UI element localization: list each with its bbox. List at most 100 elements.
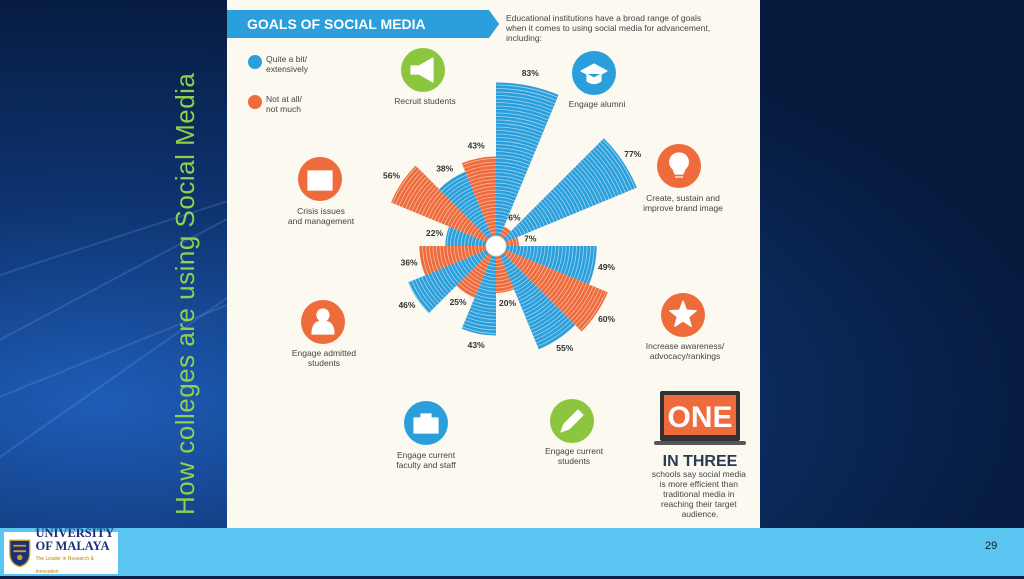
briefcase-icon [404, 401, 448, 445]
bar-stripe [487, 265, 497, 268]
bar-stripe [460, 218, 470, 232]
bar-stripe [594, 146, 626, 193]
bar-stripe [518, 287, 539, 302]
bar-stripe [537, 245, 542, 264]
bar-stripe [537, 322, 574, 347]
bar-stripe [427, 193, 445, 219]
bar-stripe [552, 188, 571, 216]
bar-stripe [463, 203, 479, 215]
bar-stripe [567, 173, 591, 208]
bar-stripe [479, 252, 484, 259]
bar-stripe [453, 263, 465, 279]
bar-stripe [495, 214, 509, 218]
bar-stripe [414, 279, 435, 309]
bar-stripe [515, 245, 518, 255]
laptop-base [654, 441, 746, 445]
data-label-not-much: 43% [468, 141, 485, 151]
bar-stripe [471, 245, 474, 256]
bar-stripe [532, 312, 564, 334]
bar-stripe [456, 193, 475, 207]
bar-stripe [567, 284, 591, 319]
intro-line: Educational institutions have a broad ra… [506, 13, 701, 23]
bar-stripe [502, 258, 509, 263]
bar-stripe [530, 264, 542, 281]
bar-stripe [545, 272, 562, 296]
bar-stripe [592, 149, 623, 194]
bar-stripe [401, 173, 425, 208]
bar-stripe [589, 151, 620, 196]
bar-stripe [521, 245, 525, 257]
bar-stripe [572, 168, 597, 205]
bar-stripe [447, 265, 460, 284]
bar-stripe [565, 176, 587, 209]
bar-stripe [515, 225, 523, 236]
bar-stripe [470, 213, 483, 222]
bar-stripe [467, 245, 471, 257]
bar-stripe [495, 126, 542, 137]
bar-stripe [462, 326, 497, 334]
pencil-icon [550, 399, 594, 443]
bar-stripe [560, 245, 567, 273]
logo-motto: The Leader in Research & Innovation [35, 556, 94, 575]
bar-stripe [495, 196, 515, 202]
bar-stripe [446, 180, 470, 197]
bar-stripe [430, 272, 447, 296]
category-label: Engage admitted students [292, 348, 357, 368]
bar-stripe [453, 245, 458, 263]
bar-stripe [469, 256, 477, 267]
bar-stripe [472, 228, 479, 237]
bar-stripe [495, 112, 548, 124]
bar-stripe [458, 197, 477, 210]
bar-stripe [392, 166, 418, 204]
one-in-three-callout: ONE IN THREE schools say social media is… [652, 391, 746, 519]
bar-stripe [579, 161, 607, 201]
bar-stripe [495, 119, 545, 130]
slide-side-title: How colleges are using Social Media [170, 72, 200, 515]
bar-stripe [483, 258, 490, 263]
bar-stripe [495, 109, 549, 121]
bar-stripe [472, 255, 479, 264]
bar-stripe [460, 232, 465, 247]
bar-stripe [495, 116, 546, 127]
bar-stripe [495, 84, 558, 98]
bar-stripe [495, 200, 514, 205]
bar-stripe [486, 221, 497, 224]
laptop-display [664, 395, 736, 435]
page-number: 29 [985, 540, 998, 552]
bar-stripe [511, 275, 526, 286]
bar-stripe [483, 214, 497, 218]
bar-stripe [495, 102, 552, 114]
bar-stripe [562, 178, 584, 210]
bar-stripe [440, 268, 455, 289]
bar-stripe [515, 256, 523, 267]
bar-stripe [566, 245, 574, 276]
bar-stripe [555, 277, 574, 306]
bar-stripe [434, 271, 450, 294]
bar-stripe [483, 274, 497, 278]
bar-stripe [495, 165, 527, 172]
bar-stripe [526, 302, 554, 321]
bar-stripe [437, 201, 452, 223]
bar-stripe [470, 270, 483, 279]
bar-stripe [508, 233, 513, 240]
bar-stripe [495, 137, 538, 147]
bar-not-much [503, 249, 608, 332]
bar-stripe [522, 218, 532, 232]
bar-stripe [495, 231, 502, 234]
bar-stripe [474, 297, 497, 303]
bar-stripe [466, 275, 481, 286]
bar-stripe [495, 261, 503, 264]
bar-stripe [421, 276, 440, 304]
bar-stripe [495, 140, 537, 150]
bar-stripe [532, 208, 545, 227]
bar-stripe [495, 258, 502, 261]
legend-swatch-notmuch [248, 95, 262, 109]
bar-stripe [495, 133, 540, 143]
bar-stripe [557, 279, 578, 309]
bar-stripe [495, 224, 505, 227]
bar-stripe [520, 259, 529, 272]
legend-label-quite: Quite a bit/ extensively [266, 54, 309, 74]
bar-stripe [599, 141, 633, 190]
bar-stripe [440, 203, 455, 224]
bar-stripe [534, 245, 539, 263]
